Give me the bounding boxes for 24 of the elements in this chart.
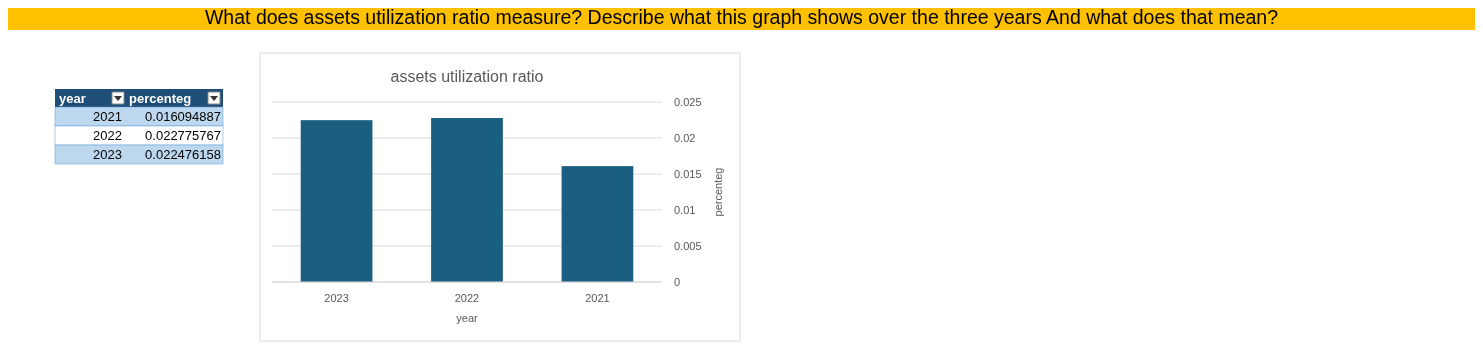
- bar: [300, 120, 373, 282]
- text: 2022: [93, 128, 122, 143]
- chart-title: assets utilization ratio: [390, 68, 544, 85]
- bar: [561, 166, 634, 282]
- y-axis-title: percenteg: [712, 167, 724, 217]
- text: 0.022476158: [145, 147, 221, 162]
- text: percenteg: [129, 91, 192, 106]
- x-tick-label: 2022: [454, 292, 480, 304]
- text: 2023: [93, 147, 122, 162]
- y-tick-label: 0.025: [674, 95, 702, 108]
- text: 0.016094887: [145, 109, 221, 124]
- y-tick-label: 0.005: [674, 239, 702, 252]
- y-tick-label: 0.02: [674, 131, 696, 144]
- y-tick-label: 0.01: [674, 203, 696, 216]
- x-axis-title: year: [456, 312, 479, 324]
- y-tick-label: 0.015: [674, 167, 702, 180]
- text: 2021: [93, 109, 122, 124]
- bar: [431, 118, 503, 282]
- text: 0.022775767: [145, 128, 221, 143]
- y-tick-label: 0: [674, 275, 681, 288]
- text: What does assets utilization ratio measure? Describe what this graph shows over the three years And what does that mean?: [204, 6, 1279, 28]
- text: year: [59, 91, 86, 106]
- x-tick-label: 2023: [324, 292, 349, 304]
- x-tick-label: 2021: [585, 292, 610, 304]
